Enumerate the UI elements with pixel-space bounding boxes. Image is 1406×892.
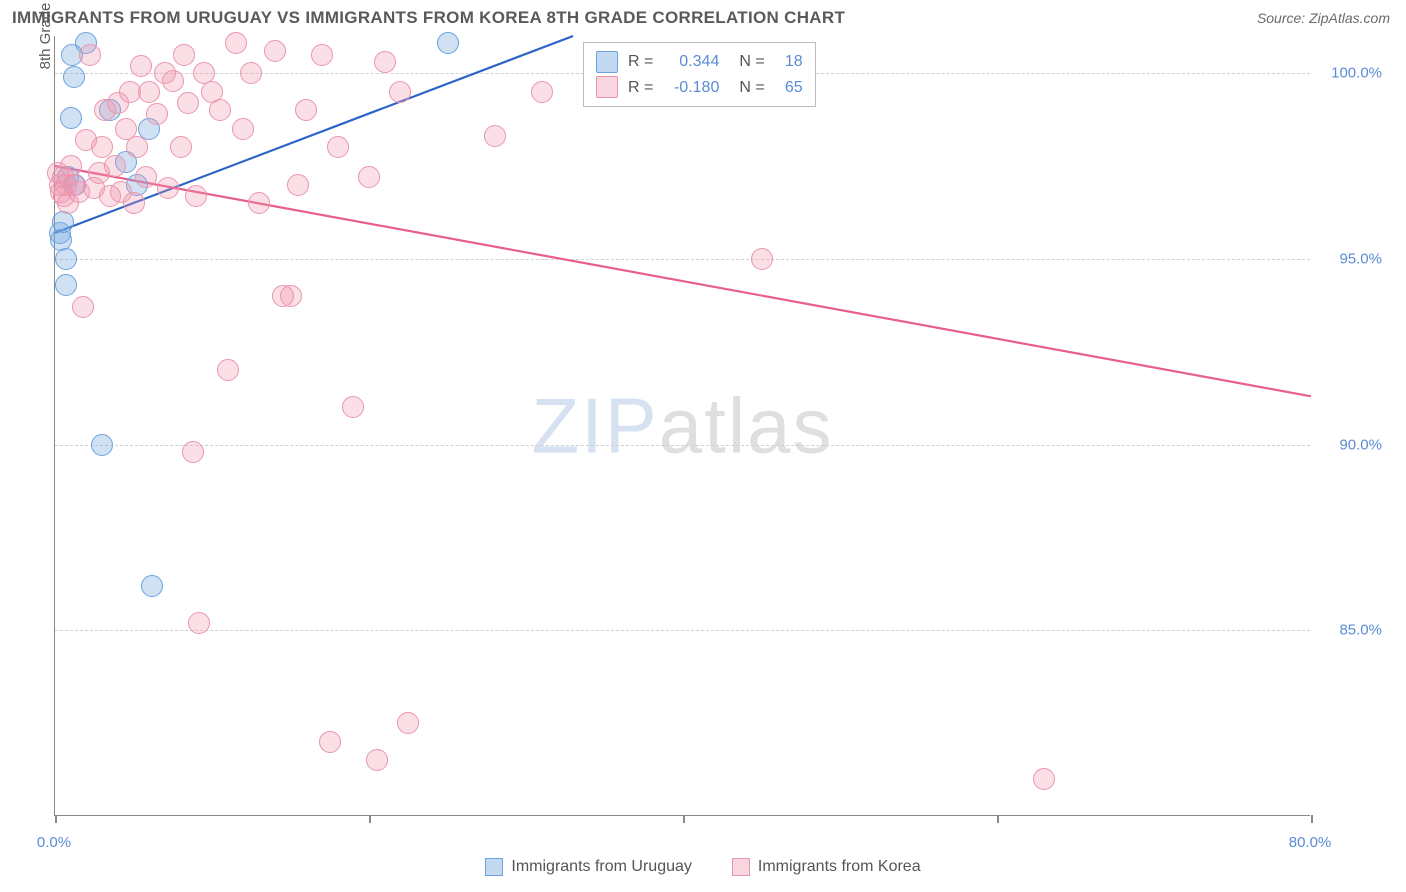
data-point	[162, 70, 184, 92]
watermark: ZIPatlas	[531, 380, 833, 471]
data-point	[272, 285, 294, 307]
data-point	[397, 712, 419, 734]
legend-item: Immigrants from Korea	[732, 858, 921, 876]
y-tick-label: 95.0%	[1318, 250, 1382, 267]
legend-swatch	[732, 858, 750, 876]
data-point	[295, 99, 317, 121]
data-point	[225, 32, 247, 54]
legend-label: Immigrants from Uruguay	[511, 858, 692, 876]
data-point	[311, 44, 333, 66]
stats-legend: R = 0.344 N = 18 R = -0.180 N = 65	[583, 42, 816, 107]
data-point	[170, 136, 192, 158]
stats-legend-row: R = 0.344 N = 18	[596, 49, 803, 75]
y-axis-label: 8th Grade	[37, 3, 54, 70]
data-point	[135, 166, 157, 188]
data-point	[366, 749, 388, 771]
data-point	[327, 136, 349, 158]
chart-title: IMMIGRANTS FROM URUGUAY VS IMMIGRANTS FR…	[12, 8, 845, 28]
series-legend: Immigrants from Uruguay Immigrants from K…	[14, 858, 1392, 876]
legend-swatch	[596, 51, 618, 73]
x-tick	[683, 815, 685, 823]
data-point	[130, 55, 152, 77]
legend-swatch	[485, 858, 503, 876]
data-point	[217, 359, 239, 381]
gridline	[55, 445, 1310, 446]
plot-area: ZIPatlas 85.0%90.0%95.0%100.0%R =0.344N …	[54, 36, 1310, 816]
header: IMMIGRANTS FROM URUGUAY VS IMMIGRANTS FR…	[0, 0, 1406, 32]
r-label: R =	[628, 75, 653, 101]
r-label: R =	[628, 49, 653, 75]
n-value: 18	[775, 49, 803, 75]
data-point	[209, 99, 231, 121]
data-point	[389, 81, 411, 103]
data-point	[104, 155, 126, 177]
data-point	[138, 81, 160, 103]
data-point	[248, 192, 270, 214]
data-point	[63, 66, 85, 88]
data-point	[232, 118, 254, 140]
data-point	[287, 174, 309, 196]
legend-label: Immigrants from Korea	[758, 858, 921, 876]
data-point	[185, 185, 207, 207]
data-point	[182, 441, 204, 463]
data-point	[358, 166, 380, 188]
data-point	[531, 81, 553, 103]
legend-item: Immigrants from Uruguay	[485, 858, 692, 876]
data-point	[437, 32, 459, 54]
n-value: 65	[775, 75, 803, 101]
n-label: N =	[739, 49, 764, 75]
data-point	[126, 136, 148, 158]
trend-line-b	[55, 166, 1311, 396]
data-point	[374, 51, 396, 73]
data-point	[240, 62, 262, 84]
x-tick-label: 80.0%	[1289, 834, 1332, 851]
gridline	[55, 259, 1310, 260]
data-point	[72, 296, 94, 318]
x-tick-label: 0.0%	[37, 834, 71, 851]
data-point	[751, 248, 773, 270]
y-tick-label: 85.0%	[1318, 622, 1382, 639]
data-point	[55, 248, 77, 270]
data-point	[146, 103, 168, 125]
n-label: N =	[739, 75, 764, 101]
data-point	[173, 44, 195, 66]
legend-swatch	[596, 76, 618, 98]
watermark-part2: atlas	[659, 381, 834, 469]
data-point	[91, 434, 113, 456]
x-tick	[997, 815, 999, 823]
gridline	[55, 630, 1310, 631]
x-tick	[55, 815, 57, 823]
y-tick-label: 100.0%	[1318, 65, 1382, 82]
data-point	[264, 40, 286, 62]
data-point	[123, 192, 145, 214]
r-value: -0.180	[663, 75, 719, 101]
data-point	[79, 44, 101, 66]
data-point	[188, 612, 210, 634]
data-point	[484, 125, 506, 147]
data-point	[60, 107, 82, 129]
data-point	[55, 274, 77, 296]
data-point	[157, 177, 179, 199]
source-attribution: Source: ZipAtlas.com	[1257, 10, 1390, 26]
x-tick	[369, 815, 371, 823]
data-point	[141, 575, 163, 597]
data-point	[52, 211, 74, 233]
data-point	[177, 92, 199, 114]
watermark-part1: ZIP	[531, 381, 658, 469]
x-tick	[1311, 815, 1313, 823]
data-point	[1033, 768, 1055, 790]
data-point	[342, 396, 364, 418]
trendlines	[55, 36, 1311, 816]
data-point	[319, 731, 341, 753]
stats-legend-row: R = -0.180 N = 65	[596, 75, 803, 101]
r-value: 0.344	[663, 49, 719, 75]
y-tick-label: 90.0%	[1318, 436, 1382, 453]
